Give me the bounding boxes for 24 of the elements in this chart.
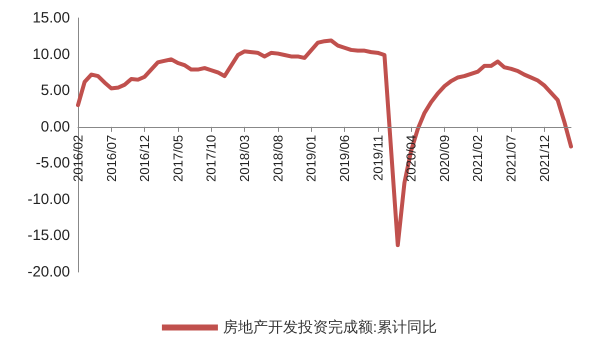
x-tick-label: 2021/07 [504,134,519,182]
x-tick-label: 2019/06 [336,134,352,182]
x-tick-label: 2017/05 [170,134,186,182]
x-tick-label: 2016/02 [70,134,86,182]
x-tick-label: 2020/04 [404,134,419,182]
y-tick-label: -5.00 [36,154,70,172]
x-tick-label: 2021/12 [536,134,552,182]
y-tick-label: 10.00 [32,46,70,63]
y-tick-label: 15.00 [32,10,70,26]
y-tick-label: -10.00 [27,190,70,208]
x-tick-label: 2017/10 [204,134,219,182]
x-tick-label: 2020/09 [436,134,452,182]
y-tick-label: 0.00 [40,118,70,136]
x-tick-label: 2019/01 [304,134,319,182]
y-tick-label: -20.00 [27,264,70,280]
y-tick-label: 5.00 [40,82,70,100]
legend-label: 房地产开发投资完成额:累计同比 [222,319,438,336]
x-tick-label: 2018/08 [270,134,286,182]
y-tick-label: -15.00 [27,227,70,244]
x-tick-label: 2018/03 [237,134,252,182]
x-tick-label: 2019/11 [370,134,386,181]
x-tick-label: 2016/07 [104,134,119,182]
x-tick-label: 2016/12 [137,134,152,182]
x-tick-label: 2021/02 [470,134,486,182]
